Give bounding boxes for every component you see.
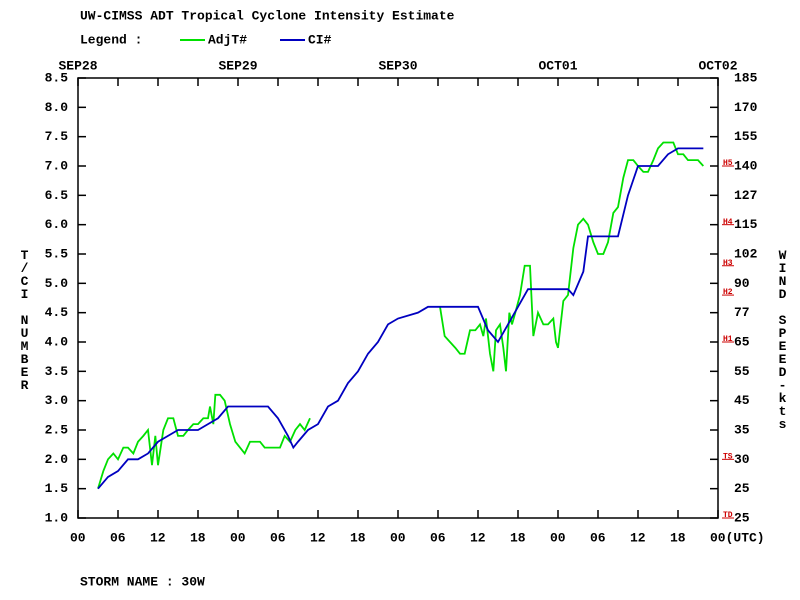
y-tick-label: 1.5 bbox=[45, 481, 69, 496]
plot-frame bbox=[77, 77, 719, 519]
y-tick-label: 5.0 bbox=[45, 276, 69, 291]
y2-tick-label: 127 bbox=[734, 188, 757, 203]
y2-tick-label: 77 bbox=[734, 305, 750, 320]
y2-tick-label: 102 bbox=[734, 246, 758, 261]
intensity-marker: TS bbox=[723, 452, 733, 461]
y-tick-label: 2.0 bbox=[45, 452, 69, 467]
y-tick-label: 3.5 bbox=[45, 364, 69, 379]
date-label: OCT01 bbox=[538, 58, 577, 73]
y2-tick-label: 25 bbox=[734, 510, 750, 525]
y2-tick-label: 30 bbox=[734, 452, 750, 467]
y-tick-label: 6.0 bbox=[45, 217, 69, 232]
x-tick-label: 00(UTC) bbox=[710, 530, 765, 545]
x-tick-label: 00 bbox=[230, 530, 246, 545]
y-tick-label: 4.5 bbox=[45, 305, 69, 320]
intensity-marker: H2 bbox=[723, 288, 733, 297]
x-tick-label: 18 bbox=[190, 530, 206, 545]
y-tick-label: 6.5 bbox=[45, 188, 69, 203]
y-tick-label: 1.0 bbox=[45, 510, 69, 525]
y-tick-label: 8.0 bbox=[45, 100, 69, 115]
y-tick-label: 7.5 bbox=[45, 129, 69, 144]
y2-tick-label: 185 bbox=[734, 70, 758, 85]
y2-tick-label: 140 bbox=[734, 158, 758, 173]
series-line bbox=[97, 141, 704, 489]
footer: STORM NAME : 30W bbox=[80, 574, 205, 589]
legend-entry: AdjT# bbox=[208, 32, 247, 47]
x-tick-label: 06 bbox=[430, 530, 446, 545]
date-label: SEP29 bbox=[218, 58, 257, 73]
y2-tick-label: 155 bbox=[734, 129, 758, 144]
date-label: SEP30 bbox=[378, 58, 417, 73]
y-axis-label: T/CI NUMBER bbox=[17, 248, 32, 391]
y2-tick-label: 55 bbox=[734, 364, 750, 379]
date-label: OCT02 bbox=[698, 58, 737, 73]
intensity-marker: H4 bbox=[723, 218, 733, 227]
intensity-marker: H5 bbox=[723, 159, 733, 168]
x-tick-label: 06 bbox=[270, 530, 286, 545]
x-tick-label: 18 bbox=[670, 530, 686, 545]
x-tick-label: 12 bbox=[150, 530, 166, 545]
y-tick-label: 2.5 bbox=[45, 422, 69, 437]
y2-tick-label: 45 bbox=[734, 393, 750, 408]
y2-tick-label: 170 bbox=[734, 100, 758, 115]
y-tick-label: 3.0 bbox=[45, 393, 69, 408]
legend-entry: CI# bbox=[308, 32, 332, 47]
chart-title: UW-CIMSS ADT Tropical Cyclone Intensity … bbox=[80, 8, 455, 23]
series-line bbox=[97, 147, 704, 490]
x-tick-label: 18 bbox=[510, 530, 526, 545]
x-tick-label: 00 bbox=[70, 530, 86, 545]
x-tick-label: 12 bbox=[470, 530, 486, 545]
y-tick-label: 8.5 bbox=[45, 70, 69, 85]
intensity-marker: H1 bbox=[723, 335, 733, 344]
y-tick-label: 4.0 bbox=[45, 334, 69, 349]
y2-tick-label: 35 bbox=[734, 422, 750, 437]
y2-tick-label: 65 bbox=[734, 334, 750, 349]
x-tick-label: 18 bbox=[350, 530, 366, 545]
x-tick-label: 12 bbox=[310, 530, 326, 545]
x-tick-label: 06 bbox=[110, 530, 126, 545]
y2-tick-label: 115 bbox=[734, 217, 758, 232]
y2-tick-label: 90 bbox=[734, 276, 750, 291]
date-label: SEP28 bbox=[58, 58, 97, 73]
intensity-marker: TD bbox=[723, 511, 733, 520]
x-tick-label: 00 bbox=[550, 530, 566, 545]
y2-axis-label: WIND SPEED-kts bbox=[775, 248, 790, 430]
x-tick-label: 00 bbox=[390, 530, 406, 545]
y-tick-label: 5.5 bbox=[45, 246, 69, 261]
intensity-marker: H3 bbox=[723, 259, 733, 268]
x-tick-label: 12 bbox=[630, 530, 646, 545]
y2-tick-label: 25 bbox=[734, 481, 750, 496]
x-tick-label: 06 bbox=[590, 530, 606, 545]
legend-label: Legend : bbox=[80, 32, 142, 47]
y-tick-label: 7.0 bbox=[45, 158, 69, 173]
